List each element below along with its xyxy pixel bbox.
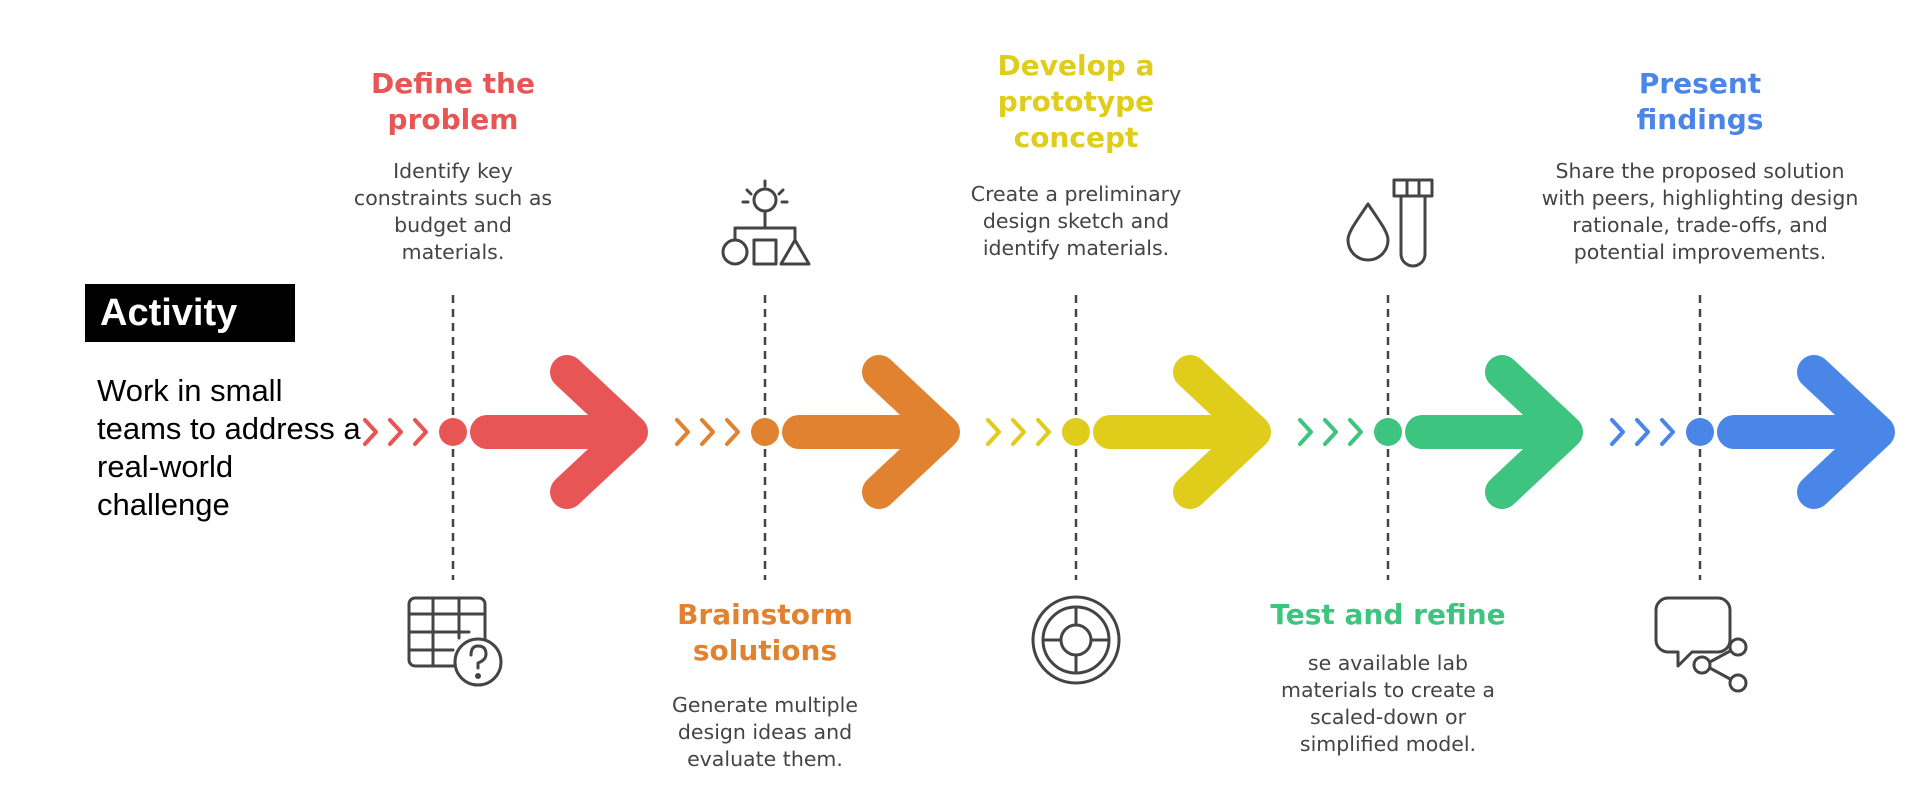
triangle-shape [779,238,811,266]
outer-ring [1031,595,1121,685]
chevron-mark [986,418,1001,446]
chevron-mark [700,418,715,446]
stage-description-present: Share the proposed solution with peers, … [1541,159,1859,264]
chevron-mark [1036,418,1051,446]
tube-cap [1392,178,1434,198]
stage-arrow [1717,355,1895,509]
stage-title-define: Define the problem [371,67,535,136]
stage-arrow [470,355,648,509]
stage-dot [751,418,779,446]
chevron-mark [1323,418,1338,446]
stage-description-brainstorm: Generate multiple design ideas and evalu… [672,693,858,771]
stage-test [1298,295,1583,580]
drop-test-tube-icon [1346,178,1434,268]
stage-title-prototype: Develop a prototype concept [997,49,1155,154]
stage-title-brainstorm: Brainstorm solutions [677,598,853,667]
question-dot [475,673,481,679]
inner-ring [1059,623,1093,657]
stage-dot [1374,418,1402,446]
stage-prototype [986,295,1271,580]
stage-dot [1686,418,1714,446]
share-node [1692,655,1712,675]
chevron-mark [725,418,740,446]
bulb-ray [745,188,753,196]
chat-share-icon [1654,596,1748,693]
question-mark [469,644,488,670]
share-line [1706,665,1734,682]
chevron-mark [1348,418,1363,446]
drop [1346,202,1390,262]
stage-arrow [1405,355,1583,509]
chevron-mark [1610,418,1625,446]
chevron-mark [1660,418,1675,446]
stage-title-present: Present findings [1636,67,1764,136]
chevron-mark [1298,418,1313,446]
target-circle-icon [1031,595,1121,685]
stage-dot [439,418,467,446]
stage-arrow [1093,355,1271,509]
chevron-mark [1635,418,1650,446]
share-node [1728,673,1748,693]
circle-shape [721,238,749,266]
chevron-mark [1011,418,1026,446]
bulb [752,187,778,213]
tube-body [1399,194,1427,268]
activity-badge: Activity [85,284,295,342]
stage-present [1610,295,1895,580]
share-node [1728,637,1748,657]
activity-description: Work in small teams to address a real-wo… [97,373,361,522]
stage-define [363,295,648,580]
share-line [1706,648,1734,665]
stage-dot [1062,418,1090,446]
bulb-ray [777,188,785,196]
chevron-mark [413,418,428,446]
stage-description-test: se available lab materials to create a s… [1280,651,1495,756]
table-question-icon [407,596,503,687]
square-shape [752,238,778,266]
stage-description-define: Identify key constraints such as budget … [353,159,553,264]
chevron-mark [363,418,378,446]
stage-description-prototype: Create a preliminary design sketch and i… [970,182,1182,260]
chevron-mark [675,418,690,446]
stage-arrow [782,355,960,509]
speech-bubble [1654,596,1732,668]
idea-shapes-icon [721,179,811,266]
stage-title-test: Test and refine [1270,598,1506,631]
stage-brainstorm [675,295,960,580]
chevron-mark [388,418,403,446]
